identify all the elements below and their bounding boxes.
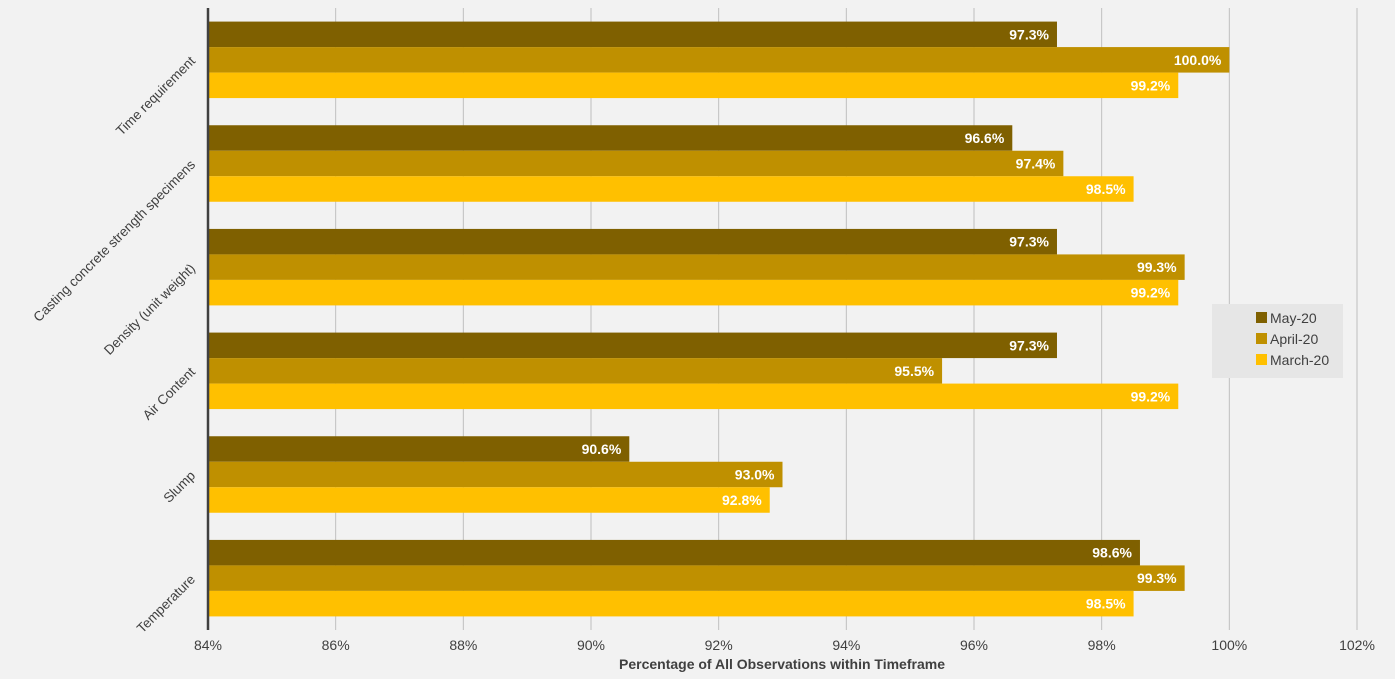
bar-april-20-3 <box>208 358 943 384</box>
data-label: 98.5% <box>1086 181 1126 197</box>
bar-may-20-2 <box>208 436 630 462</box>
x-tick-label: 94% <box>832 637 860 653</box>
data-label: 97.3% <box>1009 234 1049 250</box>
category-label: Slump <box>160 468 198 506</box>
bar-march-20-2 <box>208 487 770 513</box>
bars <box>208 21 1230 617</box>
legend-swatch <box>1256 333 1267 344</box>
x-tick-labels: 84% 86% 88% 90% 92% 94% 96% 98% 100% 102% <box>194 637 1375 653</box>
bar-april-20-6 <box>208 47 1230 73</box>
category-label: Temperature <box>134 572 198 636</box>
legend-swatch <box>1256 354 1267 365</box>
legend-box <box>1212 304 1343 378</box>
bar-may-20-6 <box>208 21 1057 48</box>
bar-april-20-4 <box>208 254 1185 280</box>
bar-march-20-4 <box>208 279 1179 306</box>
data-label: 90.6% <box>582 441 622 457</box>
x-tick-label: 98% <box>1088 637 1116 653</box>
bar-march-20-6 <box>208 72 1179 99</box>
data-label: 99.2% <box>1131 285 1171 301</box>
bar-may-20-3 <box>208 332 1057 359</box>
category-label: Air Content <box>140 364 199 423</box>
x-tick-label: 84% <box>194 637 222 653</box>
legend-label: April-20 <box>1270 331 1318 347</box>
data-label: 95.5% <box>894 363 934 379</box>
bar-april-20-2 <box>208 461 783 488</box>
data-label: 99.3% <box>1137 570 1177 586</box>
data-labels: 98.6% 99.3% 98.5% 90.6% 93.0% 92.8% 97.3% 95.5%… <box>582 26 1222 611</box>
category-label: Casting concrete strength specimens <box>30 157 198 325</box>
gridlines <box>335 8 1358 630</box>
data-label: 98.5% <box>1086 596 1126 612</box>
x-tick-label: 92% <box>705 637 733 653</box>
bar-march-20-1 <box>208 590 1134 617</box>
data-label: 99.2% <box>1131 77 1171 93</box>
legend-swatch <box>1256 312 1267 323</box>
bar-may-20-1 <box>208 539 1140 566</box>
data-label: 93.0% <box>735 467 775 483</box>
data-label: 96.6% <box>965 130 1005 146</box>
x-tick-label: 96% <box>960 637 988 653</box>
data-label: 97.4% <box>1016 156 1056 172</box>
legend-label: May-20 <box>1270 310 1317 326</box>
x-axis-title: Percentage of All Observations within Ti… <box>619 656 945 672</box>
bar-may-20-4 <box>208 228 1057 255</box>
data-label: 99.2% <box>1131 388 1171 404</box>
bar-march-20-5 <box>208 176 1134 202</box>
category-label: Time requirement <box>113 53 198 138</box>
x-tick-label: 100% <box>1211 637 1247 653</box>
bar-april-20-5 <box>208 150 1064 177</box>
bar-march-20-3 <box>208 383 1179 410</box>
legend: May-20 April-20 March-20 <box>1212 304 1343 378</box>
data-label: 98.6% <box>1092 545 1132 561</box>
x-tick-label: 102% <box>1339 637 1375 653</box>
category-label: Density (unit weight) <box>101 261 198 358</box>
x-tick-label: 86% <box>322 637 350 653</box>
data-label: 99.3% <box>1137 259 1177 275</box>
x-tick-label: 88% <box>449 637 477 653</box>
data-label: 97.3% <box>1009 337 1049 353</box>
x-tick-label: 90% <box>577 637 605 653</box>
data-label: 100.0% <box>1174 52 1222 68</box>
data-label: 92.8% <box>722 492 762 508</box>
bar-may-20-5 <box>208 125 1013 151</box>
data-label: 97.3% <box>1009 26 1049 42</box>
legend-label: March-20 <box>1270 352 1329 368</box>
bar-april-20-1 <box>208 565 1185 591</box>
category-labels: Temperature Slump Air Content Density (unit… <box>30 53 198 636</box>
